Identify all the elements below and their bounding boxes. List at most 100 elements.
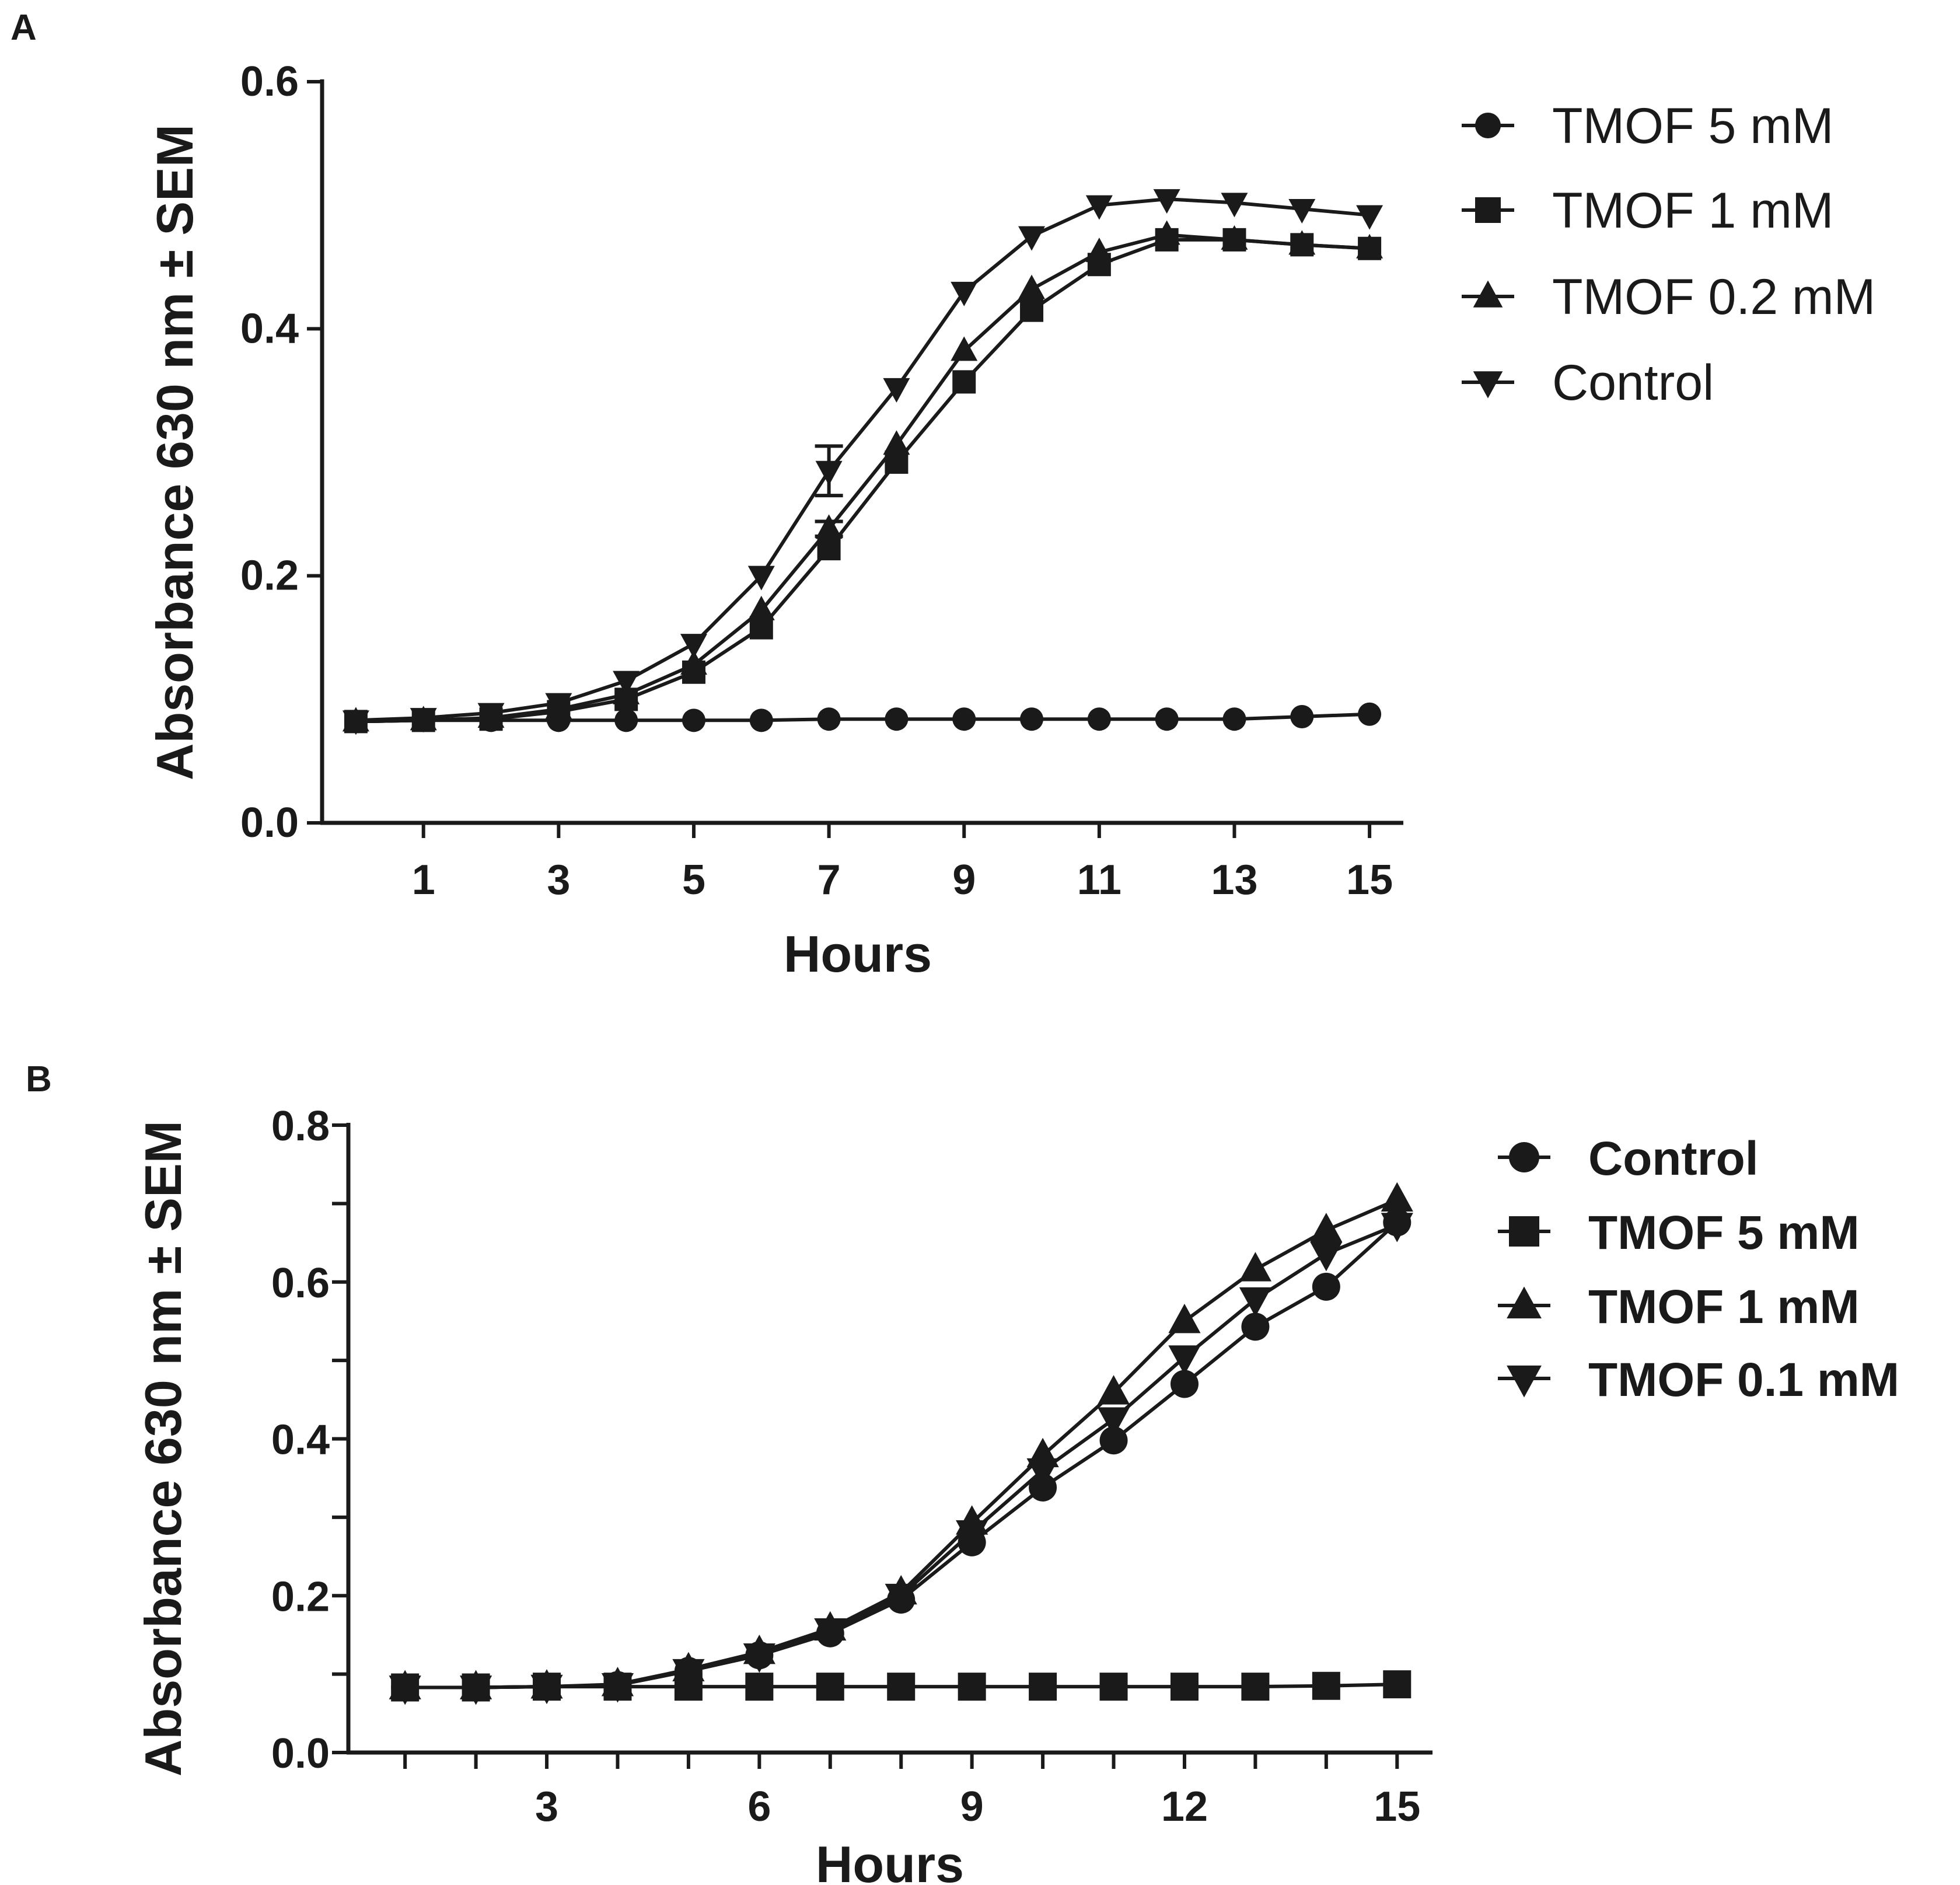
data-point [1099,1673,1128,1701]
legend-item-control: Control [1498,1132,1758,1185]
data-point [1087,707,1111,731]
legend-marker [1507,1286,1542,1319]
data-point [951,281,978,306]
data-point [885,707,909,731]
data-point [1381,1213,1413,1242]
x-tick-label: 13 [1211,857,1257,903]
data-point [1358,702,1382,726]
data-point [1239,1252,1272,1282]
data-point [1099,1426,1128,1455]
legend-item-tmof-1-mm: TMOF 1 mM [1462,183,1834,239]
data-point [814,1618,847,1648]
data-point [817,707,841,731]
panel-letter: A [11,8,37,48]
data-point [951,336,978,361]
data-point [672,1659,705,1689]
data-point [410,708,437,733]
legend-label: Control [1552,355,1714,411]
legend-item-tmof-0-2-mm: TMOF 0.2 mM [1462,269,1875,325]
legend-item-tmof-1-mm: TMOF 1 mM [1498,1280,1860,1334]
x-tick-label: 9 [952,857,976,903]
chart-panel-a: A0.00.20.40.61 3 5 7 9 11 13 15HoursAbsorbance … [11,8,1875,983]
data-point [601,1673,634,1703]
data-point [815,460,843,486]
legend-label: TMOF 1 mM [1588,1280,1860,1334]
data-point [958,1673,986,1701]
data-point [1241,1673,1270,1701]
legend-marker [1507,1365,1542,1398]
y-tick-label: 0.6 [240,58,299,105]
data-point [1383,1670,1412,1699]
data-point [743,1643,775,1673]
panel-letter: B [26,1059,52,1099]
data-point [1310,1241,1343,1272]
data-point [1290,704,1314,728]
legend-label: TMOF 0.2 mM [1552,269,1875,325]
data-point [956,1520,988,1550]
data-point [816,1673,844,1701]
data-point [1239,1287,1272,1317]
x-tick-label: 15 [1346,857,1393,903]
series-tmof-0-1-mm [389,1213,1413,1705]
data-point [1310,1213,1343,1242]
x-tick-label: 6 [747,1783,771,1830]
data-point [749,708,773,732]
data-point [614,708,638,732]
data-point [680,650,707,675]
data-point [1097,1375,1130,1405]
y-tick-label: 0.8 [271,1103,330,1150]
data-point [389,1675,421,1705]
data-point [747,595,775,620]
data-point [817,537,841,561]
x-axis-title: Hours [816,1835,964,1885]
legend-item-tmof-5-mm: TMOF 5 mM [1462,98,1834,154]
data-point [1168,1345,1201,1375]
y-axis-title: Absorbance 630 nm ± SEM [146,124,204,780]
chart-panel-b: B 0.0 0.2 0.4 0.6 0.8 3 6 9 12 15 Hours Absorbance 6… [26,1059,1899,1885]
legend-marker [1475,197,1501,223]
data-point [1153,189,1180,214]
data-point [459,1675,492,1705]
legend-marker [1473,371,1503,399]
data-point [885,1583,917,1614]
data-point [952,370,976,394]
data-point [1085,238,1113,263]
data-point [883,378,910,403]
data-point [1029,1673,1057,1701]
data-point [745,1673,774,1701]
y-tick-label: 0.2 [240,553,299,599]
data-point [1170,1370,1199,1398]
legend-label: Control [1588,1132,1758,1185]
y-tick-label: 0.4 [240,305,299,352]
data-point [1170,1673,1199,1701]
data-point [1312,1671,1340,1700]
legend-item-tmof-5-mm: TMOF 5 mM [1498,1206,1860,1259]
data-point [613,671,640,696]
series-line [355,238,1370,724]
legend-label: TMOF 5 mM [1588,1206,1860,1259]
data-point [1222,707,1246,731]
x-tick-label: 15 [1374,1783,1420,1830]
data-point [1097,1407,1130,1437]
data-point [1168,1303,1201,1334]
series-tmof-0-2-mm [342,220,1383,732]
y-tick-label: 0.2 [271,1573,330,1620]
data-point [1221,225,1248,250]
series-tmof-1-mm [389,1182,1413,1699]
data-point [1241,1312,1270,1341]
data-point [1018,274,1046,299]
data-point [883,430,910,455]
legend-label: TMOF 0.1 mM [1588,1353,1899,1406]
x-tick-label: 12 [1161,1783,1208,1830]
legend-item-control: Control [1462,355,1714,411]
data-point [1020,298,1044,322]
data-point [1085,195,1113,220]
data-point [1155,707,1179,731]
series-line [355,233,1370,724]
legend-marker [1473,280,1503,308]
data-point [1221,193,1248,218]
data-point [885,450,909,474]
legend-marker [1475,113,1501,138]
data-point [747,566,775,591]
series-line [355,197,1370,722]
